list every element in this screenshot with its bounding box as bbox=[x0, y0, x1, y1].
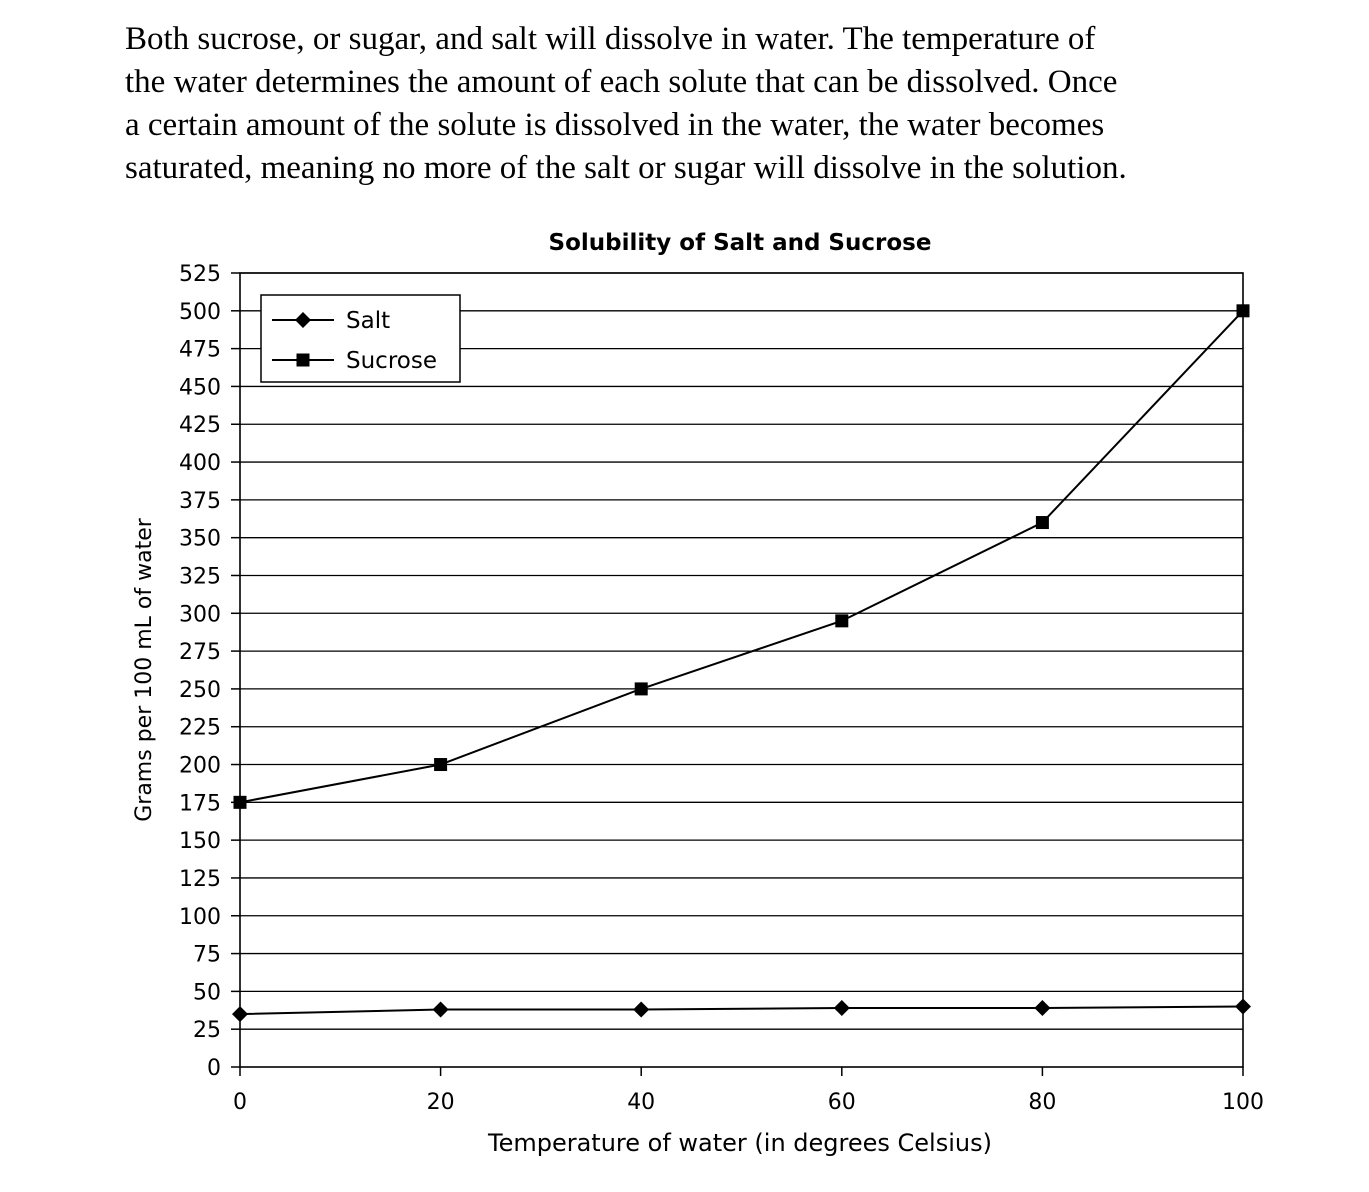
y-tick-label: 50 bbox=[193, 980, 221, 1005]
y-tick-label: 275 bbox=[179, 640, 221, 665]
intro-paragraph: Both sucrose, or sugar, and salt will di… bbox=[125, 18, 1305, 190]
y-axis-label: Grams per 100 mL of water bbox=[132, 517, 157, 821]
legend-salt-marker bbox=[295, 312, 311, 328]
y-tick-label: 100 bbox=[179, 905, 221, 930]
sucrose-point bbox=[634, 682, 648, 696]
legend-sucrose-marker bbox=[296, 353, 310, 367]
y-tick-label: 475 bbox=[179, 338, 221, 363]
y-tick-label: 125 bbox=[179, 867, 221, 892]
y-tick-label: 225 bbox=[179, 716, 221, 741]
x-tick-label: 100 bbox=[1222, 1090, 1264, 1115]
sucrose-point bbox=[1236, 304, 1250, 318]
y-tick-label: 375 bbox=[179, 489, 221, 514]
legend-salt-label: Salt bbox=[346, 308, 390, 334]
y-tick-label: 450 bbox=[179, 375, 221, 400]
salt-series bbox=[232, 998, 1251, 1023]
legend-sucrose-label: Sucrose bbox=[346, 348, 437, 374]
y-tick-label: 350 bbox=[179, 527, 221, 552]
plot-frame bbox=[239, 272, 1244, 1068]
y-tick-label: 500 bbox=[179, 300, 221, 325]
x-tick-label: 20 bbox=[427, 1090, 455, 1115]
salt-point bbox=[833, 1000, 850, 1017]
chart-title: Solubility of Salt and Sucrose bbox=[549, 230, 932, 256]
sucrose-series bbox=[233, 304, 1250, 809]
y-tick-label: 425 bbox=[179, 413, 221, 438]
legend: Salt Sucrose bbox=[260, 294, 461, 383]
y-tick-label: 150 bbox=[179, 829, 221, 854]
sucrose-point bbox=[434, 758, 448, 772]
y-tick-label: 175 bbox=[179, 791, 221, 816]
y-tick-label: 525 bbox=[179, 262, 221, 287]
intro-line-2: the water determines the amount of each … bbox=[125, 64, 1118, 100]
y-tick-label: 250 bbox=[179, 678, 221, 703]
x-tick-label: 60 bbox=[828, 1090, 856, 1115]
x-axis-label: Temperature of water (in degrees Celsius… bbox=[487, 1129, 992, 1157]
sucrose-point bbox=[233, 795, 247, 809]
salt-point bbox=[432, 1001, 449, 1018]
intro-line-4: saturated, meaning no more of the salt o… bbox=[125, 150, 1127, 186]
y-tick-label: 0 bbox=[207, 1056, 221, 1081]
salt-line bbox=[239, 1005, 1244, 1016]
sucrose-line bbox=[239, 310, 1244, 804]
y-tick-label: 75 bbox=[193, 943, 221, 968]
y-tick-label: 200 bbox=[179, 754, 221, 779]
grid-lines bbox=[240, 272, 1243, 1030]
x-tick-label: 0 bbox=[233, 1090, 247, 1115]
intro-line-1: Both sucrose, or sugar, and salt will di… bbox=[125, 21, 1096, 57]
y-tick-label: 325 bbox=[179, 564, 221, 589]
salt-point bbox=[1235, 998, 1251, 1015]
series-layer bbox=[232, 304, 1251, 1023]
x-tick-label: 80 bbox=[1028, 1090, 1056, 1115]
y-tick-label: 400 bbox=[179, 451, 221, 476]
y-tick-label: 300 bbox=[179, 602, 221, 627]
legend-box bbox=[260, 294, 461, 383]
salt-point bbox=[232, 1006, 248, 1023]
sucrose-point bbox=[835, 614, 849, 628]
intro-line-3: a certain amount of the solute is dissol… bbox=[125, 107, 1105, 143]
x-tick-label: 40 bbox=[627, 1090, 655, 1115]
salt-point bbox=[1034, 1000, 1051, 1017]
sucrose-point bbox=[1035, 516, 1049, 530]
y-tick-label: 25 bbox=[193, 1018, 221, 1043]
salt-point bbox=[633, 1001, 650, 1018]
axes: 0255075100125150175200225250275300325350… bbox=[179, 262, 1264, 1115]
